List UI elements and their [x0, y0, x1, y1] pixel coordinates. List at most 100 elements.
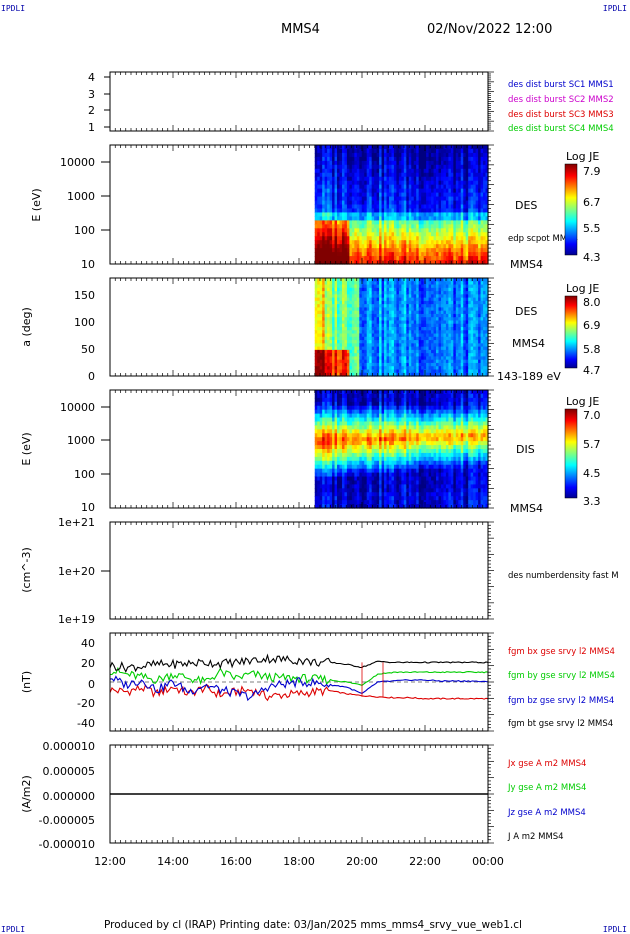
spectrogram-cell — [322, 156, 326, 162]
spectrogram-cell — [371, 200, 375, 206]
spectrogram-cell — [386, 176, 390, 182]
spectrogram-cell — [314, 429, 318, 434]
spectrogram-cell — [440, 369, 445, 374]
spectrogram-cell — [428, 216, 432, 221]
spectrogram-cell — [332, 336, 336, 341]
spectrogram-cell — [403, 240, 407, 245]
spectrogram-cell — [366, 281, 370, 286]
spectrogram-cell — [379, 323, 383, 328]
spectrogram-cell — [401, 307, 405, 312]
spectrogram-cell — [485, 184, 489, 190]
spectrogram-cell — [473, 145, 477, 150]
spectrogram-cell — [455, 196, 459, 202]
spectrogram-cell — [366, 248, 370, 253]
spectrogram-cell — [436, 145, 440, 150]
spectrogram-cell — [440, 216, 445, 221]
spectrogram-cell — [423, 362, 427, 367]
spectrogram-cell — [351, 192, 355, 198]
spectrogram-cell — [361, 160, 365, 166]
spectrogram-cell — [463, 180, 467, 186]
spectrogram-cell — [329, 476, 333, 482]
spectrogram-cell — [403, 349, 407, 354]
spectrogram-cell — [463, 297, 467, 302]
spectrogram-cell — [401, 192, 405, 198]
spectrogram-cell — [428, 307, 432, 312]
spectrogram-cell — [433, 228, 437, 233]
spectrogram-cell — [376, 366, 380, 371]
spectrogram-cell — [314, 353, 318, 357]
spectrogram-cell — [418, 278, 422, 282]
spectrogram-cell — [406, 327, 410, 331]
spectrogram-cell — [324, 323, 328, 328]
spectrogram-cell — [453, 281, 457, 286]
spectrogram-cell — [428, 343, 432, 348]
spectrogram-cell — [356, 356, 360, 361]
spectrogram-cell — [470, 252, 474, 257]
spectrogram-cell — [475, 304, 479, 308]
spectrogram-cell — [346, 369, 351, 374]
spectrogram-cell — [440, 184, 445, 190]
spectrogram-cell — [483, 333, 487, 338]
spectrogram-cell — [329, 320, 333, 325]
spectrogram-cell — [433, 148, 437, 154]
spectrogram-cell — [465, 323, 469, 328]
spectrogram-cell — [341, 200, 346, 206]
spectrogram-cell — [431, 224, 435, 229]
spectrogram-cell — [334, 168, 338, 174]
spectrogram-cell — [339, 346, 343, 351]
spectrogram-cell — [463, 353, 467, 357]
spectrogram-cell — [450, 327, 454, 331]
spectrogram-cell — [398, 346, 402, 351]
spectrogram-cell — [344, 228, 348, 233]
spectrogram-cell — [361, 168, 365, 174]
spectrogram-cell — [374, 176, 378, 182]
spectrogram-cell — [401, 278, 405, 282]
spectrogram-cell — [416, 297, 420, 302]
spectrogram-cell — [391, 184, 395, 190]
spectrogram-cell — [448, 313, 452, 318]
spectrogram-cell — [396, 156, 400, 162]
spectrogram-cell — [478, 232, 482, 237]
spectrogram-cell — [381, 200, 385, 206]
spectrogram-cell — [438, 323, 442, 328]
spectrogram-cell — [337, 333, 341, 338]
spectrogram-cell — [436, 356, 440, 361]
spectrogram-cell — [327, 278, 331, 282]
spectrogram-cell — [334, 300, 338, 305]
spectrogram-cell — [396, 192, 400, 198]
spectrogram-cell — [398, 356, 402, 361]
spectrogram-cell — [411, 304, 415, 308]
spectrogram-cell — [361, 164, 365, 170]
spectrogram-cell — [339, 362, 343, 367]
spectrogram-cell — [379, 248, 383, 253]
spectrogram-cell — [455, 240, 459, 245]
spectrogram-cell — [458, 340, 462, 344]
spectrogram-cell — [314, 405, 318, 411]
spectrogram-cell — [436, 220, 440, 225]
spectrogram-cell — [418, 145, 422, 150]
spectrogram-cell — [475, 148, 479, 154]
spectrogram-cell — [465, 336, 469, 341]
spectrogram-cell — [386, 188, 390, 194]
spectrogram-cell — [406, 294, 410, 299]
spectrogram-cell — [366, 188, 370, 194]
spectrogram-cell — [341, 307, 346, 312]
spectrogram-cell — [433, 252, 437, 257]
spectrogram-cell — [460, 176, 464, 182]
spectrogram-cell — [485, 228, 489, 233]
spectrogram-cell — [478, 160, 482, 166]
spectrogram-cell — [460, 160, 464, 166]
spectrogram-cell — [322, 192, 326, 198]
spectrogram-cell — [413, 156, 417, 162]
spectrogram-cell — [376, 145, 380, 150]
spectrogram-cell — [364, 260, 368, 265]
spectrogram-cell — [411, 330, 415, 335]
spectrogram-cell — [428, 313, 432, 318]
spectrogram-cell — [329, 304, 333, 308]
spectrogram-cell — [453, 291, 457, 295]
spectrogram-cell — [448, 256, 452, 261]
spectrogram-cell — [401, 284, 405, 289]
plot-datetime: 02/Nov/2022 12:00 — [427, 22, 553, 37]
spectrogram-cell — [416, 369, 420, 374]
spectrogram-cell — [332, 256, 336, 261]
